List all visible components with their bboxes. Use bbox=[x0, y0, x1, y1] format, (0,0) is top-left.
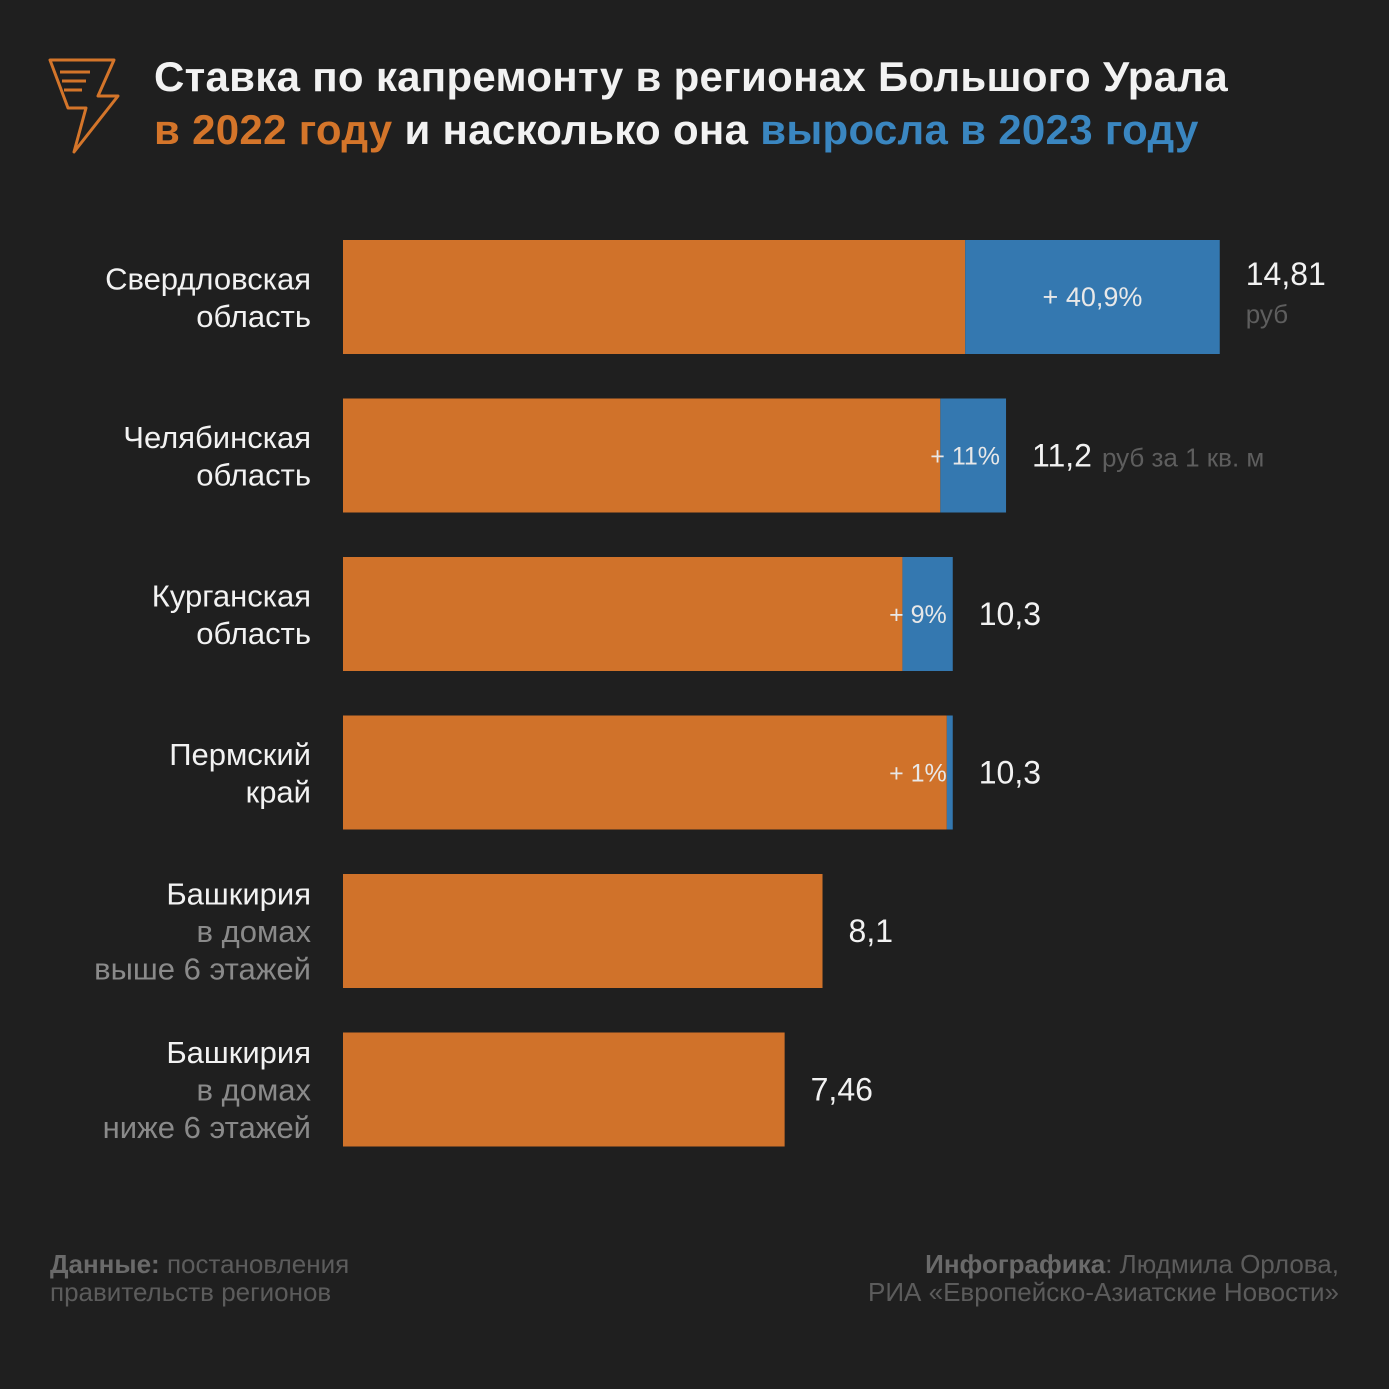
title-middle: и насколько она bbox=[392, 106, 761, 153]
category-label: Башкирия bbox=[166, 877, 311, 912]
bar-2022 bbox=[343, 715, 947, 830]
title-line-2: в 2022 году и насколько она выросла в 20… bbox=[154, 103, 1354, 156]
bar-2022 bbox=[343, 1032, 785, 1147]
category-label: Челябинская bbox=[123, 420, 311, 455]
value-label: 10,3 bbox=[979, 596, 1041, 632]
category-label: в домах bbox=[197, 914, 312, 949]
source-note: Данные: постановления правительств регио… bbox=[50, 1250, 470, 1306]
credit-line-2: РИА «Европейско-Азиатские Новости» bbox=[868, 1277, 1339, 1307]
category-label: выше 6 этажей bbox=[94, 952, 311, 987]
category-label: ниже 6 этажей bbox=[103, 1110, 311, 1145]
title-line-1: Ставка по капремонту в регионах Большого… bbox=[154, 53, 1229, 100]
value-label: 11,2 bbox=[1032, 438, 1092, 474]
growth-label: + 1% bbox=[889, 760, 947, 788]
source-label: Данные: bbox=[50, 1249, 160, 1279]
category-label: в домах bbox=[197, 1073, 312, 1108]
bar-growth-2023 bbox=[902, 557, 953, 671]
bar-growth-2023 bbox=[940, 398, 1007, 513]
bar-growth-2023 bbox=[965, 240, 1220, 354]
value-label: 7,46 bbox=[811, 1072, 873, 1108]
bar-2022 bbox=[343, 398, 941, 513]
lightning-document-icon bbox=[48, 58, 120, 154]
bar-2022 bbox=[343, 557, 903, 671]
category-label: Башкирия bbox=[166, 1035, 311, 1070]
chart-title: Ставка по капремонту в регионах Большого… bbox=[154, 50, 1354, 156]
credit-text: : Людмила Орлова, bbox=[1105, 1249, 1339, 1279]
category-label: Курганская bbox=[152, 578, 311, 613]
growth-label: + 40,9% bbox=[1043, 282, 1143, 312]
growth-label: + 9% bbox=[889, 601, 947, 629]
title-year-2022: в 2022 году bbox=[154, 106, 393, 153]
category-label: Пермский bbox=[169, 737, 311, 772]
credit-note: Инфографика: Людмила Орлова, РИА «Европей… bbox=[719, 1250, 1339, 1306]
value-label: 8,1 bbox=[849, 913, 893, 949]
unit-label: руб за 1 кв. м bbox=[1102, 443, 1264, 473]
category-label: область bbox=[196, 616, 311, 651]
unit-label: руб bbox=[1246, 299, 1288, 329]
growth-label: + 11% bbox=[930, 443, 1000, 471]
bar-2022 bbox=[343, 240, 966, 354]
credit-label: Инфографика bbox=[925, 1249, 1106, 1279]
value-label: 10,3 bbox=[979, 755, 1041, 791]
category-label: Свердловская bbox=[105, 261, 311, 296]
category-label: область bbox=[196, 299, 311, 334]
title-growth-2023: выросла в 2023 году bbox=[760, 106, 1199, 153]
bar-2022 bbox=[343, 874, 823, 988]
category-label: область bbox=[196, 457, 311, 492]
category-label: край bbox=[246, 774, 311, 809]
source-text: постановления правительств регионов bbox=[50, 1249, 350, 1307]
value-label: 14,81 bbox=[1246, 256, 1326, 292]
bar-growth-2023 bbox=[946, 715, 953, 830]
